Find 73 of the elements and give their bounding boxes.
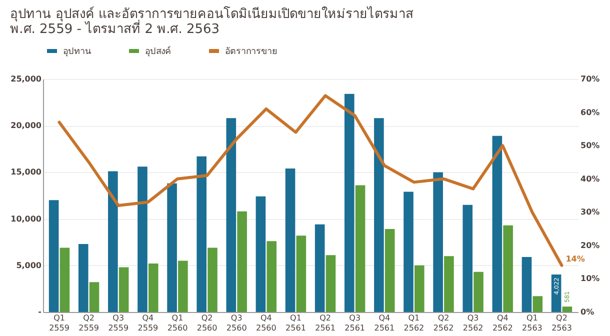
bar [414,265,424,312]
bar [138,166,148,312]
legend-label: อัตราการขาย [225,47,277,57]
bar [532,296,543,312]
bar [226,118,236,312]
y2-tick-label: 70% [580,74,600,84]
y-tick-label: 10,000 [10,214,42,224]
x-tick-label: Q2 2560 [196,314,218,332]
bar [237,211,247,312]
x-tick-label: Q2 2559 [78,314,99,332]
bar [256,196,266,312]
x-tick-label: Q1 2562 [404,314,424,332]
legend-label: อุปทาน [63,47,91,57]
x-tick-label: Q4 2562 [492,314,513,332]
bar [118,267,129,312]
y-tick-label: 20,000 [10,121,42,130]
bar [433,172,443,312]
bar [148,264,158,312]
x-tick-label: Q2 2561 [315,314,336,332]
bar [60,248,70,312]
bar [108,171,118,312]
bar [326,255,336,312]
x-tick-label: Q4 2560 [256,314,276,332]
bar [266,241,277,312]
line-series [58,94,564,267]
bar [374,118,384,312]
bar [492,136,502,312]
x-tick-label: Q4 2559 [138,314,158,332]
x-tick-label: Q3 2559 [108,314,129,332]
bar [178,260,188,312]
bar [296,236,306,312]
bar [196,156,206,312]
bar [522,257,532,312]
bar [78,244,88,312]
x-tick-label: Q4 2561 [374,314,395,332]
bar [474,272,484,312]
x-tick-label: Q3 2561 [344,314,366,332]
bar [503,225,513,312]
legend-label: อุปสงค์ [145,45,171,57]
bar [344,94,354,312]
x-tick-label: Q1 2559 [49,314,70,332]
y2-tick-label: 0% [580,308,594,316]
bar [208,248,218,312]
bar [314,224,325,312]
x-tick-label: Q3 2560 [226,314,247,332]
x-tick-label: Q1 2561 [286,314,306,332]
bar [167,183,177,312]
bar [444,256,454,312]
bar [404,192,414,312]
y2-tick-label: 60% [580,108,600,117]
bar [89,282,100,312]
y-tick-label: 15,000 [10,168,42,177]
x-tick-label: Q2 2563 [552,314,572,332]
x-tick-label: Q3 2562 [462,314,484,332]
x-tick-label: Q1 2563 [522,314,542,332]
y2-tick-label: 50% [580,141,600,150]
y2-tick-label: 20% [580,240,600,250]
x-tick-label: Q2 2562 [433,314,454,332]
bar [285,168,296,312]
bar [48,200,59,312]
bar [384,229,395,312]
x-tick-label: Q1 2560 [167,314,188,332]
bar [462,204,473,312]
y-tick-label: 5,000 [16,260,42,270]
y2-tick-label: 40% [580,174,600,184]
y-tick-label: - [38,308,42,316]
bar [562,306,572,312]
y-tick-label: 25,000 [10,74,42,84]
y2-tick-label: 10% [580,274,600,284]
data-label: 14% [566,254,585,264]
chart-title: อุปทาน อุปสงค์ และอัตราการขายคอนโดมิเนียมเปิดขายใหม่รายไตรมาส พ.ศ. 2559 - ไตรมาสที่ 2 พ.ศ. 2563 [10,6,414,37]
y2-tick-label: 30% [580,208,600,217]
bar [355,185,366,312]
